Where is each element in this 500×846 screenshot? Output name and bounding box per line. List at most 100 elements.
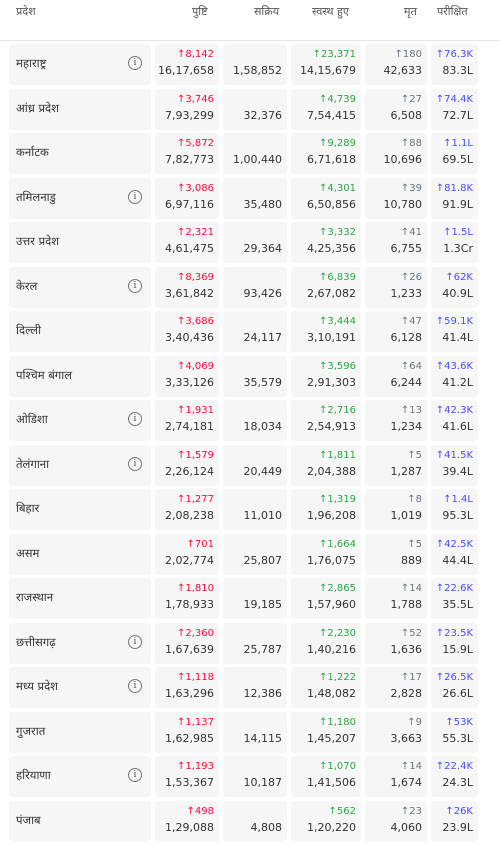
table-row[interactable]: राजस्थान ↑1,810 1,78,933 19,185 ↑2,865 1,57,9… — [0, 578, 500, 619]
table-row[interactable]: गुजरात ↑1,137 1,62,985 14,115 ↑1,180 1,45,207… — [0, 711, 500, 753]
table-row[interactable]: पंजाब ↑498 1,29,088 4,808 ↑562 1,20,220 ↑23 4,0… — [0, 800, 500, 842]
header-recovered[interactable]: स्वस्थ हुए — [312, 5, 349, 18]
deceased-cell: ↑41 6,755 — [365, 222, 427, 263]
deceased-cell: ↑47 6,128 — [365, 311, 427, 352]
tested-total: 55.3L — [442, 731, 473, 745]
confirmed-total: 1,62,985 — [165, 731, 214, 745]
confirmed-cell: ↑1,277 2,08,238 — [155, 489, 219, 530]
recovered-cell: ↑1,222 1,48,082 — [291, 667, 361, 708]
confirmed-cell: ↑498 1,29,088 — [155, 800, 219, 842]
recovered-cell: ↑2,865 1,57,960 — [291, 578, 361, 619]
table-row[interactable]: दिल्ली ↑3,686 3,40,436 24,117 ↑3,444 3,10,191… — [0, 311, 500, 352]
tested-delta: ↑53K — [445, 716, 473, 728]
state-cell[interactable]: मध्य प्रदेश i — [9, 667, 151, 708]
state-cell[interactable]: कर्नाटक — [9, 133, 151, 174]
table-row[interactable]: तमिलनाडु i ↑3,086 6,97,116 35,480 ↑4,301 6,50,… — [0, 177, 500, 219]
recovered-delta: ↑1,222 — [318, 672, 356, 683]
table-row[interactable]: ओडिशा i ↑1,931 2,74,181 18,034 ↑2,716 2,54,913… — [0, 400, 500, 441]
table-row[interactable]: कर्नाटक ↑5,872 7,82,773 1,00,440 ↑9,289 6,71,… — [0, 133, 500, 174]
recovered-cell: ↑4,301 6,50,856 — [291, 177, 361, 219]
info-icon[interactable]: i — [128, 456, 142, 471]
confirmed-delta: ↑1,579 — [176, 449, 214, 461]
table-row[interactable]: पश्चिम बंगाल ↑4,069 3,33,126 35,579 ↑3,596 2,… — [0, 355, 500, 397]
state-cell[interactable]: छत्तीसगढ़ i — [9, 622, 151, 664]
confirmed-cell: ↑1,931 2,74,181 — [155, 400, 219, 441]
state-cell[interactable]: पश्चिम बंगाल — [9, 355, 151, 397]
state-cell[interactable]: गुजरात — [9, 711, 151, 753]
active-cell: 14,115 — [223, 711, 287, 753]
tested-delta: ↑26.5K — [435, 672, 473, 683]
header-tested[interactable]: परीक्षित — [437, 5, 468, 18]
state-cell[interactable]: आंध्र प्रदेश — [9, 88, 151, 130]
state-name: तमिलनाडु — [16, 189, 56, 204]
deceased-delta: ↑14 — [400, 583, 422, 594]
recovered-delta: ↑3,332 — [318, 227, 356, 238]
deceased-cell: ↑8 1,019 — [365, 489, 427, 530]
recovered-total: 1,96,208 — [307, 509, 356, 522]
header-confirmed[interactable]: पुष्टि — [192, 5, 208, 18]
active-total: 20,449 — [243, 464, 283, 478]
table-row[interactable]: हरियाणा i ↑1,193 1,53,367 10,187 ↑1,070 1,41,5… — [0, 756, 500, 797]
state-cell[interactable]: तमिलनाडु i — [9, 177, 151, 219]
state-name: दिल्ली — [16, 323, 42, 337]
confirmed-total: 2,02,774 — [165, 553, 214, 567]
table-row[interactable]: बिहार ↑1,277 2,08,238 11,010 ↑1,319 1,96,208 ↑… — [0, 489, 500, 530]
confirmed-cell: ↑5,872 7,82,773 — [155, 133, 219, 174]
header-deceased[interactable]: मृत — [404, 5, 417, 18]
info-icon[interactable]: i — [128, 412, 142, 426]
deceased-total: 1,234 — [390, 420, 423, 433]
recovered-delta: ↑1,180 — [318, 716, 356, 728]
table-row[interactable]: केरल i ↑8,369 3,61,842 93,426 ↑6,839 2,67,082 ↑… — [0, 266, 500, 308]
table-row[interactable]: तेलंगाना i ↑1,579 2,26,124 20,449 ↑1,811 2,04,… — [0, 444, 500, 486]
confirmed-delta: ↑5,872 — [176, 138, 214, 149]
table-header: प्रदेश पुष्टि सक्रिय स्वस्थ हुए मृत परीक… — [0, 0, 500, 41]
state-cell[interactable]: हरियाणा i — [9, 756, 151, 797]
recovered-delta: ↑2,716 — [318, 405, 356, 416]
info-icon[interactable]: i — [128, 189, 142, 204]
header-state[interactable]: प्रदेश — [16, 5, 36, 18]
confirmed-delta: ↑1,193 — [176, 761, 214, 772]
state-cell[interactable]: बिहार — [9, 489, 151, 530]
state-cell[interactable]: राजस्थान — [9, 578, 151, 619]
table-row[interactable]: महाराष्ट्र i ↑8,142 16,17,658 1,58,852 ↑23,37… — [0, 44, 500, 85]
info-icon[interactable]: i — [128, 278, 142, 293]
state-cell[interactable]: पंजाब — [9, 800, 151, 842]
tested-total: 72.7L — [442, 108, 473, 122]
tested-delta: ↑1.5L — [443, 227, 473, 238]
confirmed-delta: ↑4,069 — [176, 360, 214, 372]
confirmed-total: 3,40,436 — [165, 331, 214, 344]
state-cell[interactable]: तेलंगाना i — [9, 444, 151, 486]
header-active[interactable]: सक्रिय — [254, 5, 280, 18]
recovered-total: 2,91,303 — [307, 375, 356, 389]
deceased-cell: ↑23 4,060 — [365, 800, 427, 842]
recovered-delta: ↑3,444 — [318, 316, 356, 327]
recovered-total: 1,40,216 — [307, 642, 356, 656]
info-icon[interactable]: i — [128, 679, 142, 693]
info-icon[interactable]: i — [128, 56, 142, 70]
recovered-total: 1,48,082 — [307, 687, 356, 700]
state-cell[interactable]: ओडिशा i — [9, 400, 151, 441]
deceased-delta: ↑180 — [394, 49, 422, 60]
table-row[interactable]: मध्य प्रदेश i ↑1,118 1,63,296 12,386 ↑1,222 1,… — [0, 667, 500, 708]
state-cell[interactable]: महाराष्ट्र i — [9, 44, 151, 85]
table-row[interactable]: असम ↑701 2,02,774 25,807 ↑1,664 1,76,075 ↑5 889… — [0, 533, 500, 575]
table-row[interactable]: छत्तीसगढ़ i ↑2,360 1,67,639 25,787 ↑2,230 1,40… — [0, 622, 500, 664]
deceased-total: 42,633 — [383, 64, 423, 77]
recovered-delta: ↑2,230 — [318, 627, 356, 639]
state-cell[interactable]: उत्तर प्रदेश — [9, 222, 151, 263]
table-row[interactable]: उत्तर प्रदेश ↑2,321 4,61,475 29,364 ↑3,332 4,… — [0, 222, 500, 263]
table-row[interactable]: आंध्र प्रदेश ↑3,746 7,93,299 32,376 ↑4,739 7,… — [0, 88, 500, 130]
tested-delta: ↑74.4K — [435, 93, 473, 105]
recovered-cell: ↑1,664 1,76,075 — [291, 533, 361, 575]
info-icon[interactable]: i — [128, 768, 142, 782]
confirmed-total: 2,74,181 — [165, 420, 214, 433]
state-cell[interactable]: दिल्ली — [9, 311, 151, 352]
active-cell: 1,58,852 — [223, 44, 287, 85]
deceased-cell: ↑17 2,828 — [365, 667, 427, 708]
tested-cell: ↑42.3K 41.6L — [431, 400, 478, 441]
state-cell[interactable]: असम — [9, 533, 151, 575]
state-cell[interactable]: केरल i — [9, 266, 151, 308]
confirmed-delta: ↑3,086 — [176, 182, 214, 194]
info-icon[interactable]: i — [128, 634, 142, 649]
